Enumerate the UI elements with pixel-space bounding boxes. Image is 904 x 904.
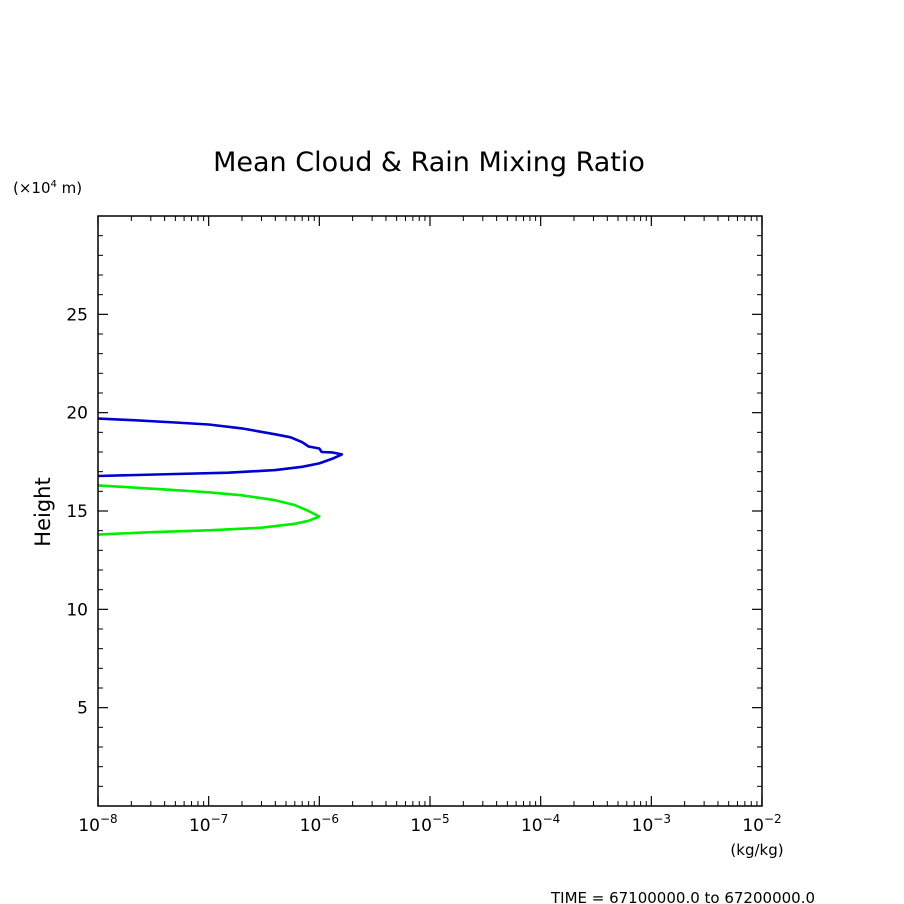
time-label: TIME = 67100000.0 to 67200000.0 — [550, 889, 815, 904]
y-unit-label: (×104 m) — [13, 179, 82, 197]
plot-frame — [97, 215, 763, 807]
x-tick-label: 10−8 — [78, 812, 117, 836]
x-tick-label: 10−7 — [189, 812, 228, 836]
y-tick-label: 20 — [66, 404, 88, 424]
y-tick-label: 10 — [66, 600, 88, 620]
series-line-1 — [97, 417, 344, 478]
series-group — [97, 417, 344, 536]
x-tick-label: 10−6 — [300, 812, 339, 836]
x-tick-label: 10−5 — [410, 812, 449, 836]
chart-title: Mean Cloud & Rain Mixing Ratio — [213, 147, 645, 178]
x-tick-label: 10−4 — [521, 812, 560, 836]
y-tick-label: 25 — [66, 305, 88, 325]
y-tick-label: 15 — [66, 502, 88, 522]
series-line-2 — [97, 484, 321, 536]
axis-ticks: 10−8 10−7 10−6 10−5 10−4 10−3 10−2 5 10 15 20 25 — [66, 216, 782, 836]
x-tick-label: 10−2 — [742, 812, 781, 836]
y-axis-label: Height — [31, 477, 55, 546]
y-tick-label: 5 — [77, 699, 88, 719]
x-tick-label: 10−3 — [632, 812, 671, 836]
x-unit-label: (kg/kg) — [730, 841, 783, 859]
